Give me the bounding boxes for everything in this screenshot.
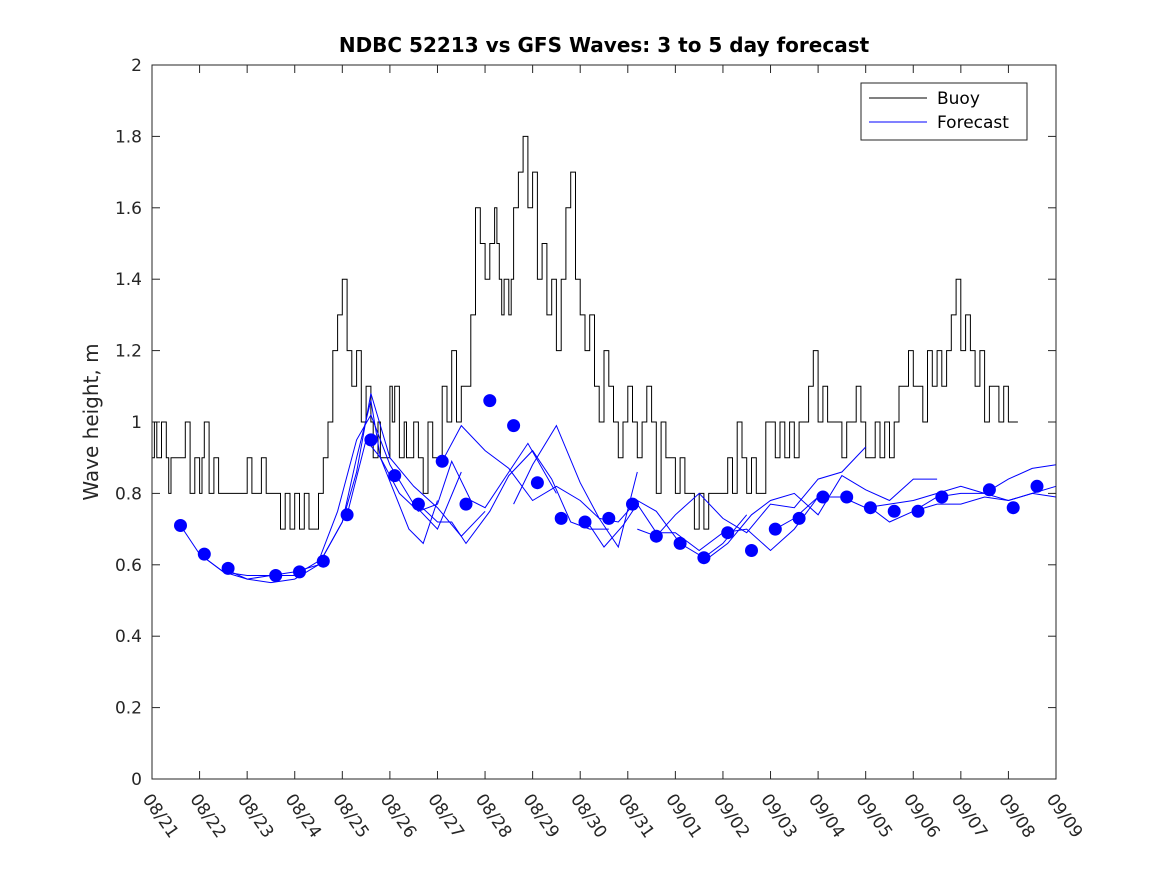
- forecast-line: [708, 474, 938, 559]
- y-tick-label: 0: [131, 770, 142, 790]
- forecast-marker: [721, 526, 735, 540]
- y-tick-label: 1.8: [115, 127, 142, 147]
- forecast-line: [913, 492, 1057, 512]
- forecast-marker: [697, 551, 711, 565]
- forecast-marker: [530, 476, 544, 490]
- y-axis-label: Wave height, m: [79, 343, 103, 500]
- forecast-marker: [745, 544, 758, 557]
- legend: Buoy Forecast: [860, 82, 1028, 141]
- forecast-marker: [316, 554, 330, 568]
- forecast-markers: [174, 394, 1044, 582]
- forecast-marker: [483, 394, 497, 408]
- forecast-line: [346, 438, 557, 515]
- forecast-marker: [792, 511, 806, 525]
- forecast-marker: [863, 501, 877, 515]
- forecast-marker: [887, 504, 901, 518]
- forecast-marker: [982, 483, 996, 497]
- forecast-marker: [911, 504, 925, 518]
- forecast-marker: [626, 497, 639, 511]
- y-tick-label: 2: [131, 56, 142, 76]
- buoy-line: [152, 135, 1018, 530]
- forecast-marker: [340, 508, 354, 522]
- buoy-series: [152, 135, 1018, 530]
- forecast-marker: [935, 490, 949, 504]
- forecast-marker: [840, 490, 854, 504]
- forecast-marker: [649, 529, 663, 543]
- forecast-line: [418, 449, 609, 545]
- forecast-marker: [602, 511, 616, 525]
- forecast-marker: [459, 497, 473, 511]
- forecast-marker: [554, 511, 568, 525]
- y-tick-label: 1.2: [115, 342, 142, 362]
- forecast-line: [637, 446, 867, 537]
- y-tick-label: 1.4: [115, 270, 142, 290]
- y-tick-label: 0.6: [115, 556, 142, 576]
- chart-title: NDBC 52213 vs GFS Waves: 3 to 5 day fore…: [339, 33, 870, 57]
- forecast-line: [223, 393, 486, 584]
- forecast-line: [441, 424, 638, 549]
- forecast-marker: [507, 419, 521, 433]
- forecast-marker: [364, 433, 378, 447]
- y-tick-label: 1: [131, 413, 142, 433]
- forecast-series: [180, 393, 1057, 584]
- forecast-marker: [768, 522, 782, 536]
- forecast-marker: [1030, 479, 1044, 493]
- forecast-marker: [1006, 501, 1020, 515]
- forecast-marker: [411, 497, 425, 511]
- legend-box: [860, 82, 1028, 141]
- y-axis: 0 0.2 0.4 0.6 0.8 1 1.2 1.4 1.6 1.8 2: [115, 56, 1056, 790]
- y-tick-label: 1.6: [115, 199, 142, 219]
- forecast-marker: [293, 565, 306, 579]
- y-tick-label: 0.8: [115, 484, 142, 504]
- forecast-line: [584, 496, 819, 552]
- forecast-marker: [388, 469, 402, 483]
- forecast-marker: [578, 515, 592, 529]
- plot-frame: [151, 64, 1057, 780]
- legend-buoy-label: Buoy: [937, 89, 980, 109]
- forecast-marker: [174, 519, 187, 532]
- y-tick-label: 0.2: [115, 699, 142, 719]
- forecast-marker: [816, 490, 830, 504]
- forecast-marker: [197, 547, 211, 561]
- y-tick-label: 0.4: [115, 627, 142, 647]
- legend-forecast-label: Forecast: [937, 113, 1009, 133]
- forecast-marker: [673, 536, 687, 550]
- forecast-marker: [221, 561, 235, 575]
- forecast-marker: [435, 454, 449, 468]
- forecast-marker: [269, 569, 283, 582]
